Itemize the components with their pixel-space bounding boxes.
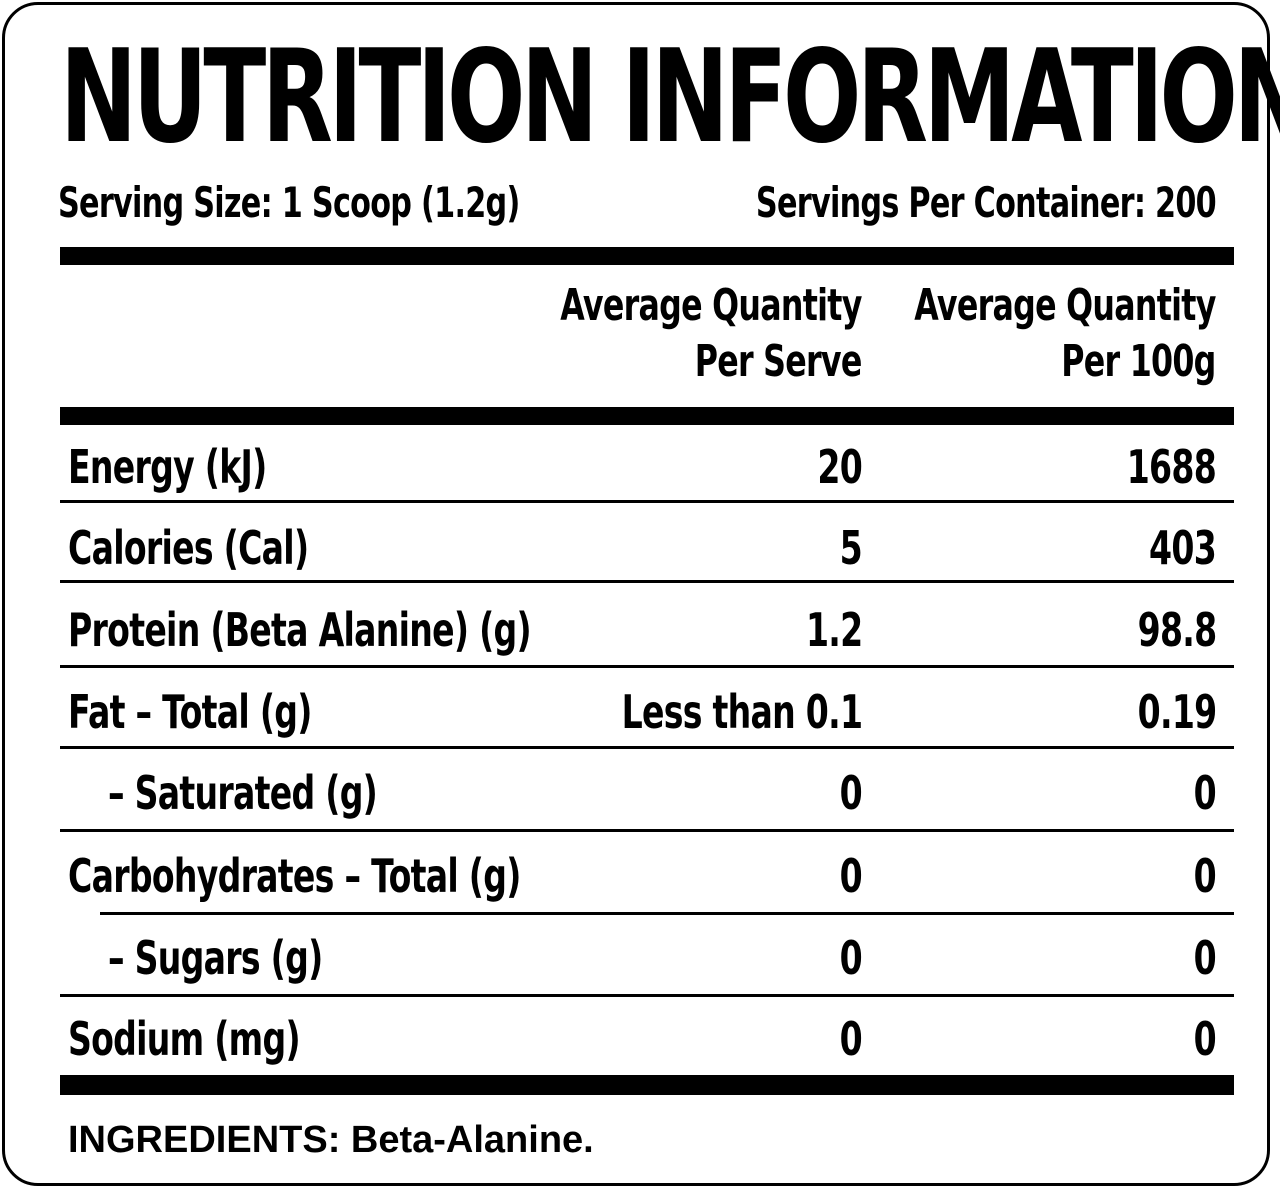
nutrient-row-protein: Protein (Beta Alanine) (g) 1.2 98.8: [60, 586, 1234, 668]
nutrient-name: Carbohydrates – Total (g): [68, 849, 521, 903]
row-divider: [60, 665, 1234, 668]
nutrient-row-fat-saturated: – Saturated (g) 0 0: [60, 749, 1234, 831]
nutrient-name: – Sugars (g): [108, 931, 323, 985]
nutrient-per-serve: Less than 0.1: [621, 685, 862, 739]
row-divider: [60, 580, 1234, 583]
serving-size: Serving Size: 1 Scoop (1.2g): [58, 178, 520, 227]
row-divider: [60, 500, 1234, 503]
nutrient-per-serve: 5: [839, 521, 863, 575]
column-header-per-serve: Average Quantity Per Serve: [560, 278, 863, 390]
nutrient-per-serve: 0: [839, 766, 863, 820]
nutrient-row-sugars: – Sugars (g) 0 0: [60, 914, 1234, 996]
nutrient-name: Sodium (mg): [68, 1012, 301, 1066]
nutrient-row-calories: Calories (Cal) 5 403: [60, 504, 1234, 586]
row-divider: [60, 829, 1234, 832]
nutrient-name: Calories (Cal): [68, 521, 309, 575]
nutrient-name: Energy (kJ): [68, 440, 267, 494]
column-header-per-100g-line1: Average Quantity: [914, 280, 1217, 331]
nutrient-per-serve: 1.2: [805, 603, 862, 657]
nutrient-per-100g: 0: [1193, 931, 1217, 985]
row-divider: [60, 994, 1234, 997]
nutrient-per-100g: 1688: [1126, 440, 1217, 494]
nutrient-per-100g: 0: [1193, 1012, 1217, 1066]
nutrient-row-carbohydrates-total: Carbohydrates – Total (g) 0 0: [60, 832, 1234, 914]
column-header-divider: [60, 407, 1234, 425]
nutrient-per-100g: 0.19: [1137, 685, 1217, 739]
header-divider: [60, 247, 1234, 265]
column-header-per-100g-line2: Per 100g: [1061, 336, 1217, 387]
nutrient-name: Fat – Total (g): [68, 685, 312, 739]
nutrient-name: Protein (Beta Alanine) (g): [68, 603, 532, 657]
nutrient-per-100g: 403: [1149, 521, 1217, 575]
nutrient-row-fat-total: Fat – Total (g) Less than 0.1 0.19: [60, 668, 1234, 750]
nutrient-per-serve: 0: [839, 849, 863, 903]
nutrient-per-100g: 0: [1193, 849, 1217, 903]
nutrient-per-serve: 0: [839, 1012, 863, 1066]
column-header-per-serve-line2: Per Serve: [695, 336, 863, 387]
nutrient-row-energy: Energy (kJ) 20 1688: [60, 423, 1234, 505]
column-header-per-serve-line1: Average Quantity: [560, 280, 863, 331]
column-header-per-100g: Average Quantity Per 100g: [914, 278, 1217, 390]
nutrient-per-100g: 0: [1193, 766, 1217, 820]
label-title: NUTRITION INFORMATION: [60, 23, 1280, 172]
row-divider: [100, 912, 1234, 915]
nutrient-row-sodium: Sodium (mg) 0 0: [60, 995, 1234, 1077]
nutrient-per-serve: 0: [839, 931, 863, 985]
ingredients-statement: INGREDIENTS: Beta-Alanine.: [68, 1119, 594, 1161]
nutrient-name: – Saturated (g): [108, 766, 378, 820]
nutrient-per-100g: 98.8: [1137, 603, 1217, 657]
nutrient-per-serve: 20: [817, 440, 862, 494]
row-divider: [60, 746, 1234, 749]
table-bottom-divider: [60, 1075, 1234, 1095]
servings-per-container: Servings Per Container: 200: [755, 178, 1217, 227]
